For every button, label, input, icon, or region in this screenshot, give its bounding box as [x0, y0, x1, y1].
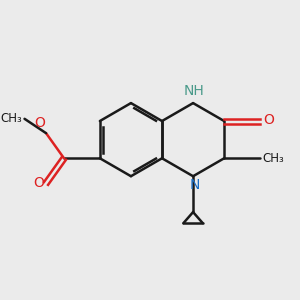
Text: CH₃: CH₃	[262, 152, 284, 165]
Text: O: O	[33, 176, 44, 190]
Text: CH₃: CH₃	[1, 112, 22, 125]
Text: O: O	[34, 116, 45, 130]
Text: N: N	[189, 178, 200, 192]
Text: O: O	[263, 112, 274, 127]
Text: NH: NH	[184, 84, 205, 98]
